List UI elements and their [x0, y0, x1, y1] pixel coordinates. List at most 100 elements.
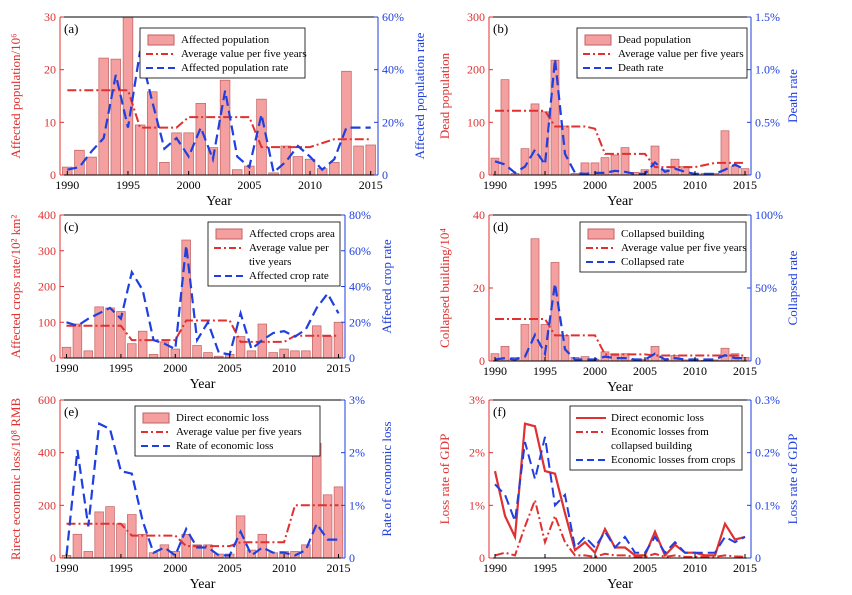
- y-tick-label: 600: [38, 393, 56, 407]
- x-tick-label: 2005: [633, 561, 657, 575]
- legend-label: Collapsed building: [621, 228, 705, 240]
- bar: [122, 16, 134, 176]
- y2-tick-label: 1.0%: [755, 63, 780, 77]
- y2-tick-label: 0: [349, 551, 355, 565]
- bar: [353, 145, 364, 176]
- x-tick-label: 2005: [218, 561, 242, 575]
- y-tick-label: 20: [473, 281, 485, 295]
- y2-tick-label: 0.2%: [755, 446, 780, 460]
- y-tick-label: 3%: [469, 393, 485, 407]
- average-line: [495, 318, 745, 357]
- legend-label: Average value per five years: [181, 48, 307, 60]
- bar: [127, 343, 137, 359]
- panel-d: 1990 1995 2000 2005 2010 2015 Year 0 20 40 0 50% 100…: [437, 208, 800, 395]
- y2-tick-label: 60%: [382, 10, 404, 24]
- bar: [183, 132, 194, 176]
- bar: [105, 506, 115, 559]
- bar: [203, 352, 213, 359]
- bar: [257, 533, 268, 559]
- bar: [500, 79, 510, 176]
- bar: [72, 323, 83, 359]
- legend-label: Collapsed rate: [621, 256, 684, 268]
- bar: [192, 345, 202, 359]
- bar: [159, 162, 170, 176]
- x-tick-label: 2000: [163, 561, 187, 575]
- y2-tick-label: 50%: [755, 281, 777, 295]
- x-axis-label: Year: [206, 194, 232, 209]
- x-tick-label: 2000: [177, 178, 201, 192]
- x-tick-label: 1995: [109, 361, 133, 375]
- y2-tick-label: 0: [382, 168, 388, 182]
- bar: [730, 166, 740, 176]
- panel-label: (c): [64, 219, 78, 234]
- x-tick-label: 1990: [483, 561, 507, 575]
- x-tick-label: 2010: [272, 561, 296, 575]
- y-tick-label: 200: [38, 280, 56, 294]
- legend-label: Affected crops area: [249, 228, 335, 240]
- y2-tick-label: 60%: [349, 244, 371, 258]
- y-axis-label: Loss rate of GDP: [437, 434, 452, 525]
- panel-b: 1990 1995 2000 2005 2010 2015 Year 0 100 200 300 0 0…: [437, 10, 800, 209]
- bar: [333, 486, 344, 559]
- panel-label: (b): [493, 21, 508, 36]
- legend-label: Affected population rate: [181, 62, 288, 74]
- x-tick-label: 1995: [533, 561, 557, 575]
- legend-label: Average value per five years: [618, 48, 744, 60]
- rate-line: [494, 283, 745, 361]
- bar: [105, 307, 115, 359]
- bar: [137, 533, 148, 559]
- bar: [720, 130, 730, 176]
- bar: [116, 523, 126, 559]
- y2-axis-label: Death rate: [785, 69, 800, 123]
- bar: [520, 148, 530, 176]
- legend-label: Dead population: [618, 34, 692, 46]
- x-tick-label: 2015: [326, 561, 350, 575]
- legend-label: Affected population: [181, 34, 270, 46]
- bar: [98, 57, 109, 176]
- x-tick-label: 2010: [298, 178, 322, 192]
- legend: Collapsed building Average value per five…: [579, 221, 747, 273]
- bar: [94, 511, 104, 559]
- y2-tick-label: 100%: [755, 208, 783, 222]
- legend-label: Economic losses from crops: [611, 454, 735, 466]
- x-tick-label: 1995: [533, 364, 557, 378]
- series-line: [494, 436, 746, 555]
- x-axis-label: Year: [607, 577, 633, 592]
- y-tick-label: 2%: [469, 446, 485, 460]
- bar: [290, 350, 300, 359]
- legend: Affected population Average value per fiv…: [139, 27, 307, 79]
- legend: Affected crops area Average value per tive…: [207, 221, 341, 287]
- average-line: [67, 89, 371, 149]
- bar: [83, 350, 93, 359]
- y-tick-label: 0: [479, 168, 485, 182]
- bar: [72, 533, 83, 559]
- y-tick-label: 400: [38, 208, 56, 222]
- y-tick-label: 20: [44, 63, 56, 77]
- y2-tick-label: 0: [755, 168, 761, 182]
- y-axis-label: Rirect economic loss/10⁸ RMB: [8, 398, 23, 561]
- bar: [650, 145, 660, 176]
- y2-axis-label: Affected population rate: [412, 32, 427, 159]
- y-tick-label: 200: [467, 63, 485, 77]
- bar: [292, 156, 304, 176]
- legend-label: tive years: [249, 256, 291, 268]
- x-tick-label: 1995: [116, 178, 140, 192]
- y2-tick-label: 0: [755, 551, 761, 565]
- y2-tick-label: 0.3%: [755, 393, 780, 407]
- legend-swatch: [142, 412, 170, 424]
- x-tick-label: 1995: [109, 561, 133, 575]
- x-axis-label: Year: [607, 194, 633, 209]
- bar: [301, 350, 311, 359]
- x-tick-label: 2010: [272, 361, 296, 375]
- bar: [322, 336, 333, 359]
- bar: [86, 156, 97, 176]
- bar: [268, 352, 278, 359]
- y-tick-label: 40: [473, 208, 485, 222]
- x-tick-label: 1990: [55, 561, 79, 575]
- bar: [159, 544, 170, 559]
- legend-label: Average value per five years: [621, 242, 747, 254]
- legend-label: Rate of economic loss: [176, 440, 273, 452]
- y2-tick-label: 40%: [349, 280, 371, 294]
- y-tick-label: 0: [479, 551, 485, 565]
